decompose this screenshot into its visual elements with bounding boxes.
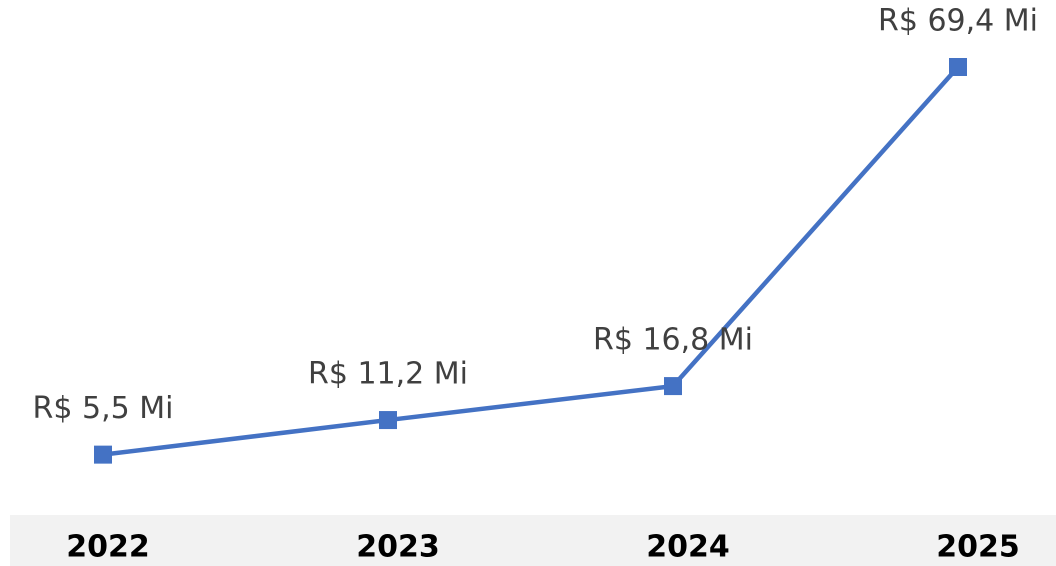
category-band: [10, 515, 1056, 566]
data-label: R$ 16,8 Mi: [593, 323, 753, 358]
marker: [94, 445, 112, 464]
line: [102, 65, 960, 457]
x-tick-label: 2025: [936, 530, 1020, 565]
x-tick-label: 2023: [356, 530, 440, 565]
marker: [379, 411, 397, 430]
x-tick-label: 2024: [646, 530, 730, 565]
data-label: R$ 11,2 Mi: [308, 357, 468, 392]
data-label: R$ 5,5 Mi: [33, 391, 174, 426]
marker: [664, 377, 682, 396]
x-tick-label: 2022: [66, 530, 150, 565]
data-label: R$ 69,4 Mi: [878, 4, 1038, 39]
marker: [949, 58, 967, 76]
